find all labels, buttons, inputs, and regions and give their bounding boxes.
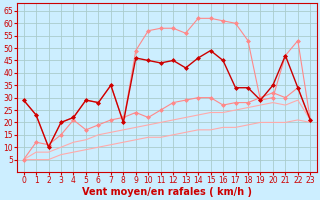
X-axis label: Vent moyen/en rafales ( km/h ): Vent moyen/en rafales ( km/h ) [82, 187, 252, 197]
